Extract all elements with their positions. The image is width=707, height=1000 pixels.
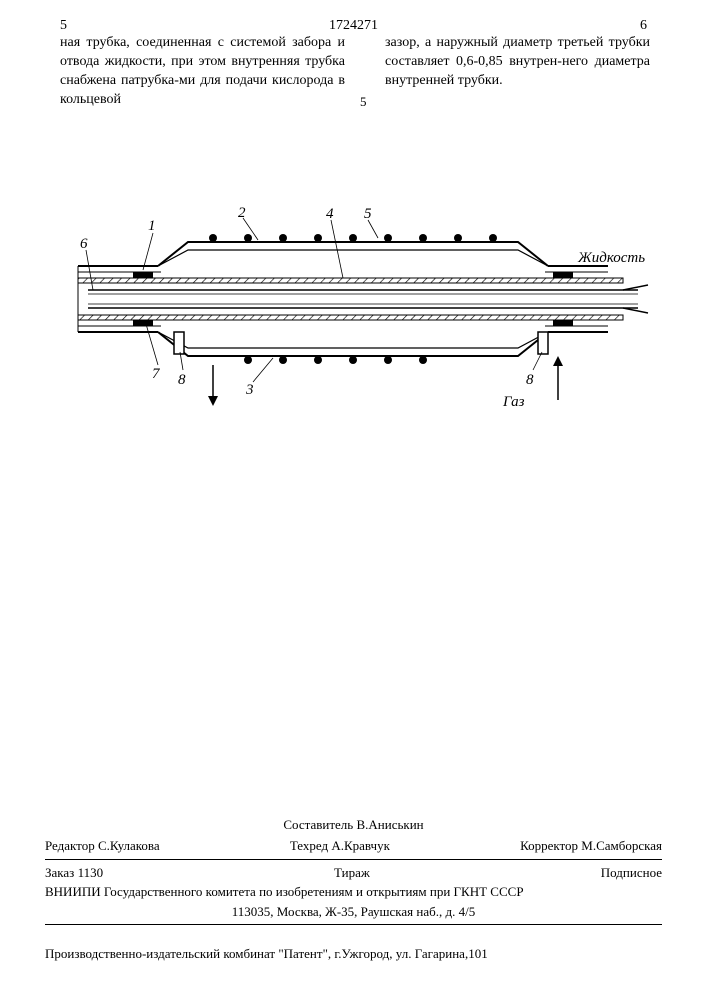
arrow-down bbox=[208, 365, 218, 406]
label-liquid: Жидкость bbox=[577, 250, 645, 266]
doc-number: 1724271 bbox=[329, 18, 378, 34]
page-num-right: 6 bbox=[640, 18, 647, 34]
line-marker-5: 5 bbox=[360, 94, 367, 110]
footer-block: Составитель В.Аниськин Редактор С.Кулако… bbox=[45, 815, 662, 929]
label-7: 7 bbox=[152, 366, 161, 382]
technical-diagram: 1 2 4 5 6 7 8 3 8 Жидкость Газ bbox=[48, 190, 658, 420]
label-4: 4 bbox=[326, 206, 334, 222]
text-col-right: зазор, а наружный диаметр третьей трубки… bbox=[385, 34, 650, 91]
tech-label: Техред bbox=[290, 838, 328, 853]
credits-row: Редактор С.Кулакова Техред А.Кравчук Кор… bbox=[45, 836, 662, 856]
divider-2 bbox=[45, 924, 662, 925]
org-line-1: ВНИИПИ Государственного комитета по изоб… bbox=[45, 882, 662, 902]
order-cell: Заказ 1130 bbox=[45, 863, 103, 883]
tirazh-cell: Тираж bbox=[334, 863, 370, 883]
producer-line: Производственно-издательский комбинат "П… bbox=[45, 946, 662, 962]
tech-name: А.Кравчук bbox=[331, 838, 390, 853]
editor-name: С.Кулакова bbox=[98, 838, 160, 853]
order-num: 1130 bbox=[78, 865, 104, 880]
order-row: Заказ 1130 Тираж Подписное bbox=[45, 863, 662, 883]
editor-cell: Редактор С.Кулакова bbox=[45, 836, 160, 856]
arrow-up-gas bbox=[553, 356, 563, 400]
corr-name: М.Самборская bbox=[581, 838, 662, 853]
text-col-left: ная трубка, соединенная с системой забор… bbox=[60, 34, 345, 110]
label-5: 5 bbox=[364, 206, 372, 222]
diagram-svg: 1 2 4 5 6 7 8 3 8 Жидкость Газ bbox=[48, 190, 658, 420]
corr-label: Корректор bbox=[520, 838, 578, 853]
corr-cell: Корректор М.Самборская bbox=[520, 836, 662, 856]
compiler-name: В.Аниськин bbox=[356, 817, 423, 832]
compiler-row: Составитель В.Аниськин bbox=[45, 815, 662, 835]
label-2: 2 bbox=[238, 205, 246, 221]
label-8a: 8 bbox=[178, 372, 186, 388]
order-label: Заказ bbox=[45, 865, 74, 880]
sub-cell: Подписное bbox=[601, 863, 662, 883]
divider-1 bbox=[45, 859, 662, 860]
editor-label: Редактор bbox=[45, 838, 95, 853]
header-row: 5 1724271 6 bbox=[60, 18, 647, 34]
page-num-left: 5 bbox=[60, 18, 67, 34]
label-6: 6 bbox=[80, 236, 88, 252]
dots-top bbox=[209, 234, 497, 242]
org-line-2: 113035, Москва, Ж-35, Раушская наб., д. … bbox=[45, 902, 662, 922]
label-3: 3 bbox=[245, 382, 254, 398]
compiler-label: Составитель bbox=[283, 817, 353, 832]
label-8b: 8 bbox=[526, 372, 534, 388]
patent-page: 5 1724271 6 ная трубка, соединенная с си… bbox=[0, 0, 707, 1000]
label-gas: Газ bbox=[502, 394, 525, 410]
tech-cell: Техред А.Кравчук bbox=[290, 836, 390, 856]
label-1: 1 bbox=[148, 218, 156, 234]
